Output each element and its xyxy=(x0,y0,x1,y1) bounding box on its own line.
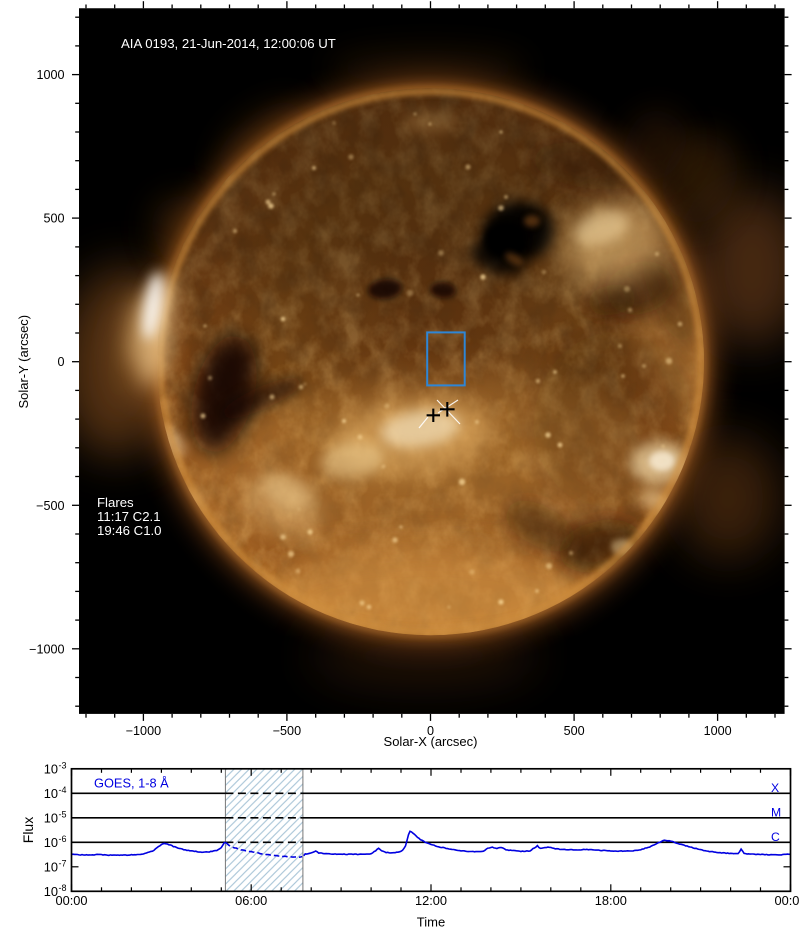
svg-text:C: C xyxy=(771,830,780,844)
svg-text:00:00: 00:00 xyxy=(55,893,87,908)
svg-text:-4: -4 xyxy=(59,785,67,795)
svg-text:10: 10 xyxy=(44,884,58,899)
svg-text:Time: Time xyxy=(417,915,445,930)
svg-text:10: 10 xyxy=(44,761,58,776)
svg-text:10: 10 xyxy=(44,835,58,850)
svg-text:500: 500 xyxy=(564,724,585,738)
svg-text:−500: −500 xyxy=(36,499,64,513)
svg-text:Solar-X (arcsec): Solar-X (arcsec) xyxy=(384,734,478,749)
svg-text:1000: 1000 xyxy=(704,724,732,738)
svg-text:AIA 0193, 21-Jun-2014, 12:00:0: AIA 0193, 21-Jun-2014, 12:00:06 UT xyxy=(121,36,336,51)
svg-text:M: M xyxy=(771,805,781,819)
svg-text:10: 10 xyxy=(44,786,58,801)
svg-text:Flux: Flux xyxy=(20,817,36,843)
svg-text:-5: -5 xyxy=(59,809,67,819)
svg-text:Solar-Y (arcsec): Solar-Y (arcsec) xyxy=(16,315,31,409)
svg-text:19:46 C1.0: 19:46 C1.0 xyxy=(97,523,162,538)
svg-text:500: 500 xyxy=(43,212,64,226)
svg-text:-7: -7 xyxy=(59,858,67,868)
svg-text:0: 0 xyxy=(57,355,64,369)
svg-text:12:00: 12:00 xyxy=(415,893,447,908)
svg-text:−1000: −1000 xyxy=(126,724,161,738)
svg-text:1000: 1000 xyxy=(36,68,64,82)
svg-text:10: 10 xyxy=(44,810,58,825)
svg-text:-8: -8 xyxy=(59,883,67,893)
svg-text:−500: −500 xyxy=(273,724,301,738)
svg-text:Flares: Flares xyxy=(97,495,134,510)
svg-text:-3: -3 xyxy=(59,760,67,770)
svg-text:−1000: −1000 xyxy=(29,642,64,656)
svg-text:11:17 C2.1: 11:17 C2.1 xyxy=(97,509,161,524)
svg-text:X: X xyxy=(771,781,779,795)
svg-text:06:00: 06:00 xyxy=(235,893,267,908)
svg-text:18:00: 18:00 xyxy=(595,893,627,908)
svg-text:0: 0 xyxy=(427,724,434,738)
svg-text:10: 10 xyxy=(44,859,58,874)
svg-text:00:00: 00:00 xyxy=(774,893,799,908)
svg-text:-6: -6 xyxy=(59,834,67,844)
svg-text:GOES, 1-8 Å: GOES, 1-8 Å xyxy=(94,776,169,791)
